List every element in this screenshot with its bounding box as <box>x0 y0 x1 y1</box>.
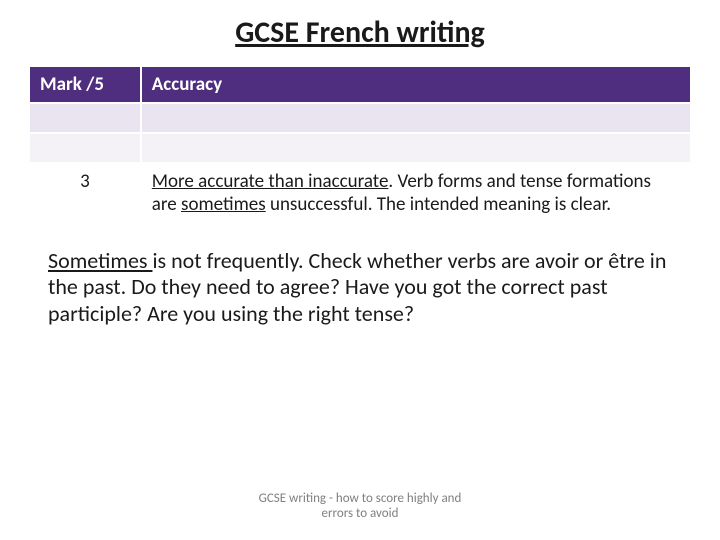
mark-value: 3 <box>29 163 141 223</box>
empty-cell <box>29 103 141 133</box>
marking-table: Mark /5 Accuracy 3 More accurate than in… <box>28 65 692 224</box>
empty-cell <box>141 133 691 163</box>
table-empty-row-1 <box>29 103 691 133</box>
body-underline: Sometimes <box>48 247 152 274</box>
header-accuracy: Accuracy <box>141 66 691 103</box>
desc-text-4: unsuccessful. The intended meaning is cl… <box>266 193 611 216</box>
body-paragraph: Sometimes is not frequently. Check wheth… <box>48 248 672 327</box>
table-header-row: Mark /5 Accuracy <box>29 66 691 103</box>
desc-underline-1: More accurate than inaccurate <box>152 170 389 193</box>
page-title: GCSE French writing <box>0 0 720 65</box>
footer-text: GCSE writing - how to score highly and e… <box>0 492 720 522</box>
accuracy-description: More accurate than inaccurate. Verb form… <box>141 163 691 223</box>
desc-underline-3: sometimes <box>181 193 266 216</box>
header-mark: Mark /5 <box>29 66 141 103</box>
empty-cell <box>141 103 691 133</box>
footer-line-1: GCSE writing - how to score highly and <box>259 491 462 506</box>
table-content-row: 3 More accurate than inaccurate. Verb fo… <box>29 163 691 223</box>
footer-line-2: errors to avoid <box>322 506 399 521</box>
table-empty-row-2 <box>29 133 691 163</box>
empty-cell <box>29 133 141 163</box>
